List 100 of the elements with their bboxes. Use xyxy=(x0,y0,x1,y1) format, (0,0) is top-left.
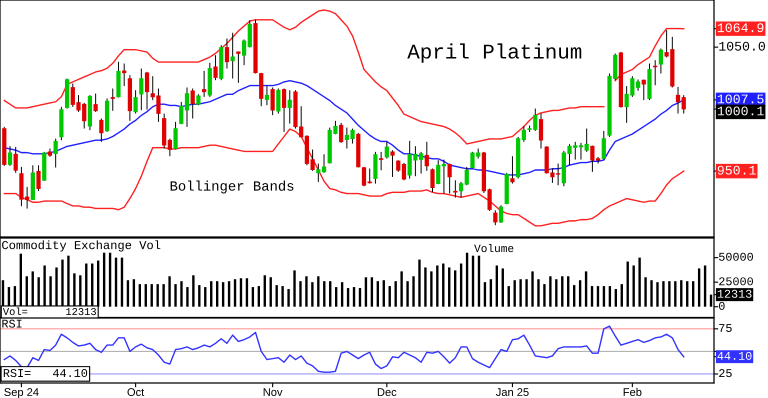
candlestick xyxy=(642,79,646,101)
y-tick-label: 44.10 xyxy=(717,352,752,360)
x-tick-label: Nov xyxy=(264,388,282,396)
bar xyxy=(364,277,368,307)
x-tick-label: Oct xyxy=(127,388,144,396)
candlestick xyxy=(602,130,606,160)
bar xyxy=(144,284,147,307)
candlestick xyxy=(430,168,435,192)
annotation: RSI= 44.10 xyxy=(4,369,88,378)
bar xyxy=(686,281,688,307)
bar xyxy=(252,287,254,307)
candlestick xyxy=(448,163,452,194)
y-tick-label: 75 xyxy=(719,324,732,332)
bar xyxy=(305,276,308,307)
candlestick xyxy=(202,70,206,98)
candlestick xyxy=(270,86,275,116)
candlestick xyxy=(264,86,270,106)
bar xyxy=(502,268,504,307)
annotation: April Platinum xyxy=(407,43,582,63)
bar xyxy=(692,281,694,307)
bar xyxy=(662,281,665,307)
candlestick xyxy=(510,156,515,184)
bar xyxy=(311,282,314,307)
bar xyxy=(608,286,612,307)
x-tick-label: Jan 25 xyxy=(496,388,529,396)
candlestick xyxy=(288,90,292,124)
bar xyxy=(376,281,380,307)
candlestick xyxy=(144,71,150,110)
bar xyxy=(519,279,522,307)
bar xyxy=(638,258,641,307)
bar xyxy=(525,279,528,307)
bar xyxy=(496,265,498,307)
bar xyxy=(346,288,350,307)
candlestick xyxy=(379,151,384,171)
candlestick xyxy=(276,88,280,114)
bar xyxy=(317,276,320,307)
candlestick xyxy=(190,88,195,119)
bar xyxy=(138,284,142,307)
candlestick xyxy=(14,146,18,174)
bar xyxy=(162,284,165,307)
candlestick xyxy=(498,204,504,224)
candlestick xyxy=(538,113,544,150)
candlestick xyxy=(173,121,178,150)
y-tick-label: 25 xyxy=(719,369,732,378)
bar xyxy=(578,280,582,307)
candlestick xyxy=(139,68,144,111)
candlestick xyxy=(36,164,41,192)
y-tick-label: 0 xyxy=(719,302,725,310)
bar xyxy=(442,264,444,307)
bar xyxy=(108,252,112,307)
candlestick xyxy=(99,118,104,142)
candlestick xyxy=(110,88,115,112)
bar xyxy=(400,271,403,307)
candlestick xyxy=(384,141,389,160)
bar xyxy=(668,281,671,307)
bar xyxy=(448,267,450,307)
bar xyxy=(102,252,106,307)
bar xyxy=(549,276,552,307)
candlestick xyxy=(230,32,235,80)
annotation: Bollinger Bands xyxy=(170,180,294,194)
bar xyxy=(620,284,623,307)
candlestick xyxy=(196,94,201,106)
y-tick-label: 1007.5 xyxy=(718,94,764,104)
candlestick xyxy=(453,180,458,198)
bar xyxy=(156,284,159,307)
bar xyxy=(382,280,385,307)
candlestick xyxy=(54,138,58,168)
bar xyxy=(228,281,230,307)
bar xyxy=(334,287,338,307)
annotation: Commodity Exchange Vol xyxy=(2,240,160,252)
candlestick xyxy=(236,50,240,84)
bar xyxy=(281,286,284,307)
bar xyxy=(323,281,326,307)
bar xyxy=(632,265,635,307)
bar xyxy=(508,286,510,307)
y-tick-label: 1050.0 xyxy=(719,42,765,51)
bar xyxy=(275,285,278,307)
candlestick xyxy=(122,63,126,87)
bar xyxy=(584,271,588,307)
bar xyxy=(698,268,700,307)
bar xyxy=(484,282,486,307)
bar xyxy=(513,280,516,307)
candlestick xyxy=(94,93,98,112)
bar xyxy=(132,279,136,307)
bar xyxy=(388,286,391,307)
candlestick xyxy=(390,150,395,178)
line-series xyxy=(4,128,684,227)
bar xyxy=(644,277,647,307)
bar xyxy=(370,277,374,307)
bar xyxy=(704,265,706,307)
candlestick xyxy=(424,141,429,172)
bar xyxy=(555,279,558,307)
bar xyxy=(192,275,195,307)
candlestick xyxy=(373,151,378,184)
bar xyxy=(430,271,433,307)
y-tick-label: 50000 xyxy=(719,252,753,261)
bar xyxy=(543,284,546,307)
bar xyxy=(626,262,629,307)
y-tick-label: 1064.9 xyxy=(718,23,764,32)
bar xyxy=(204,287,206,307)
